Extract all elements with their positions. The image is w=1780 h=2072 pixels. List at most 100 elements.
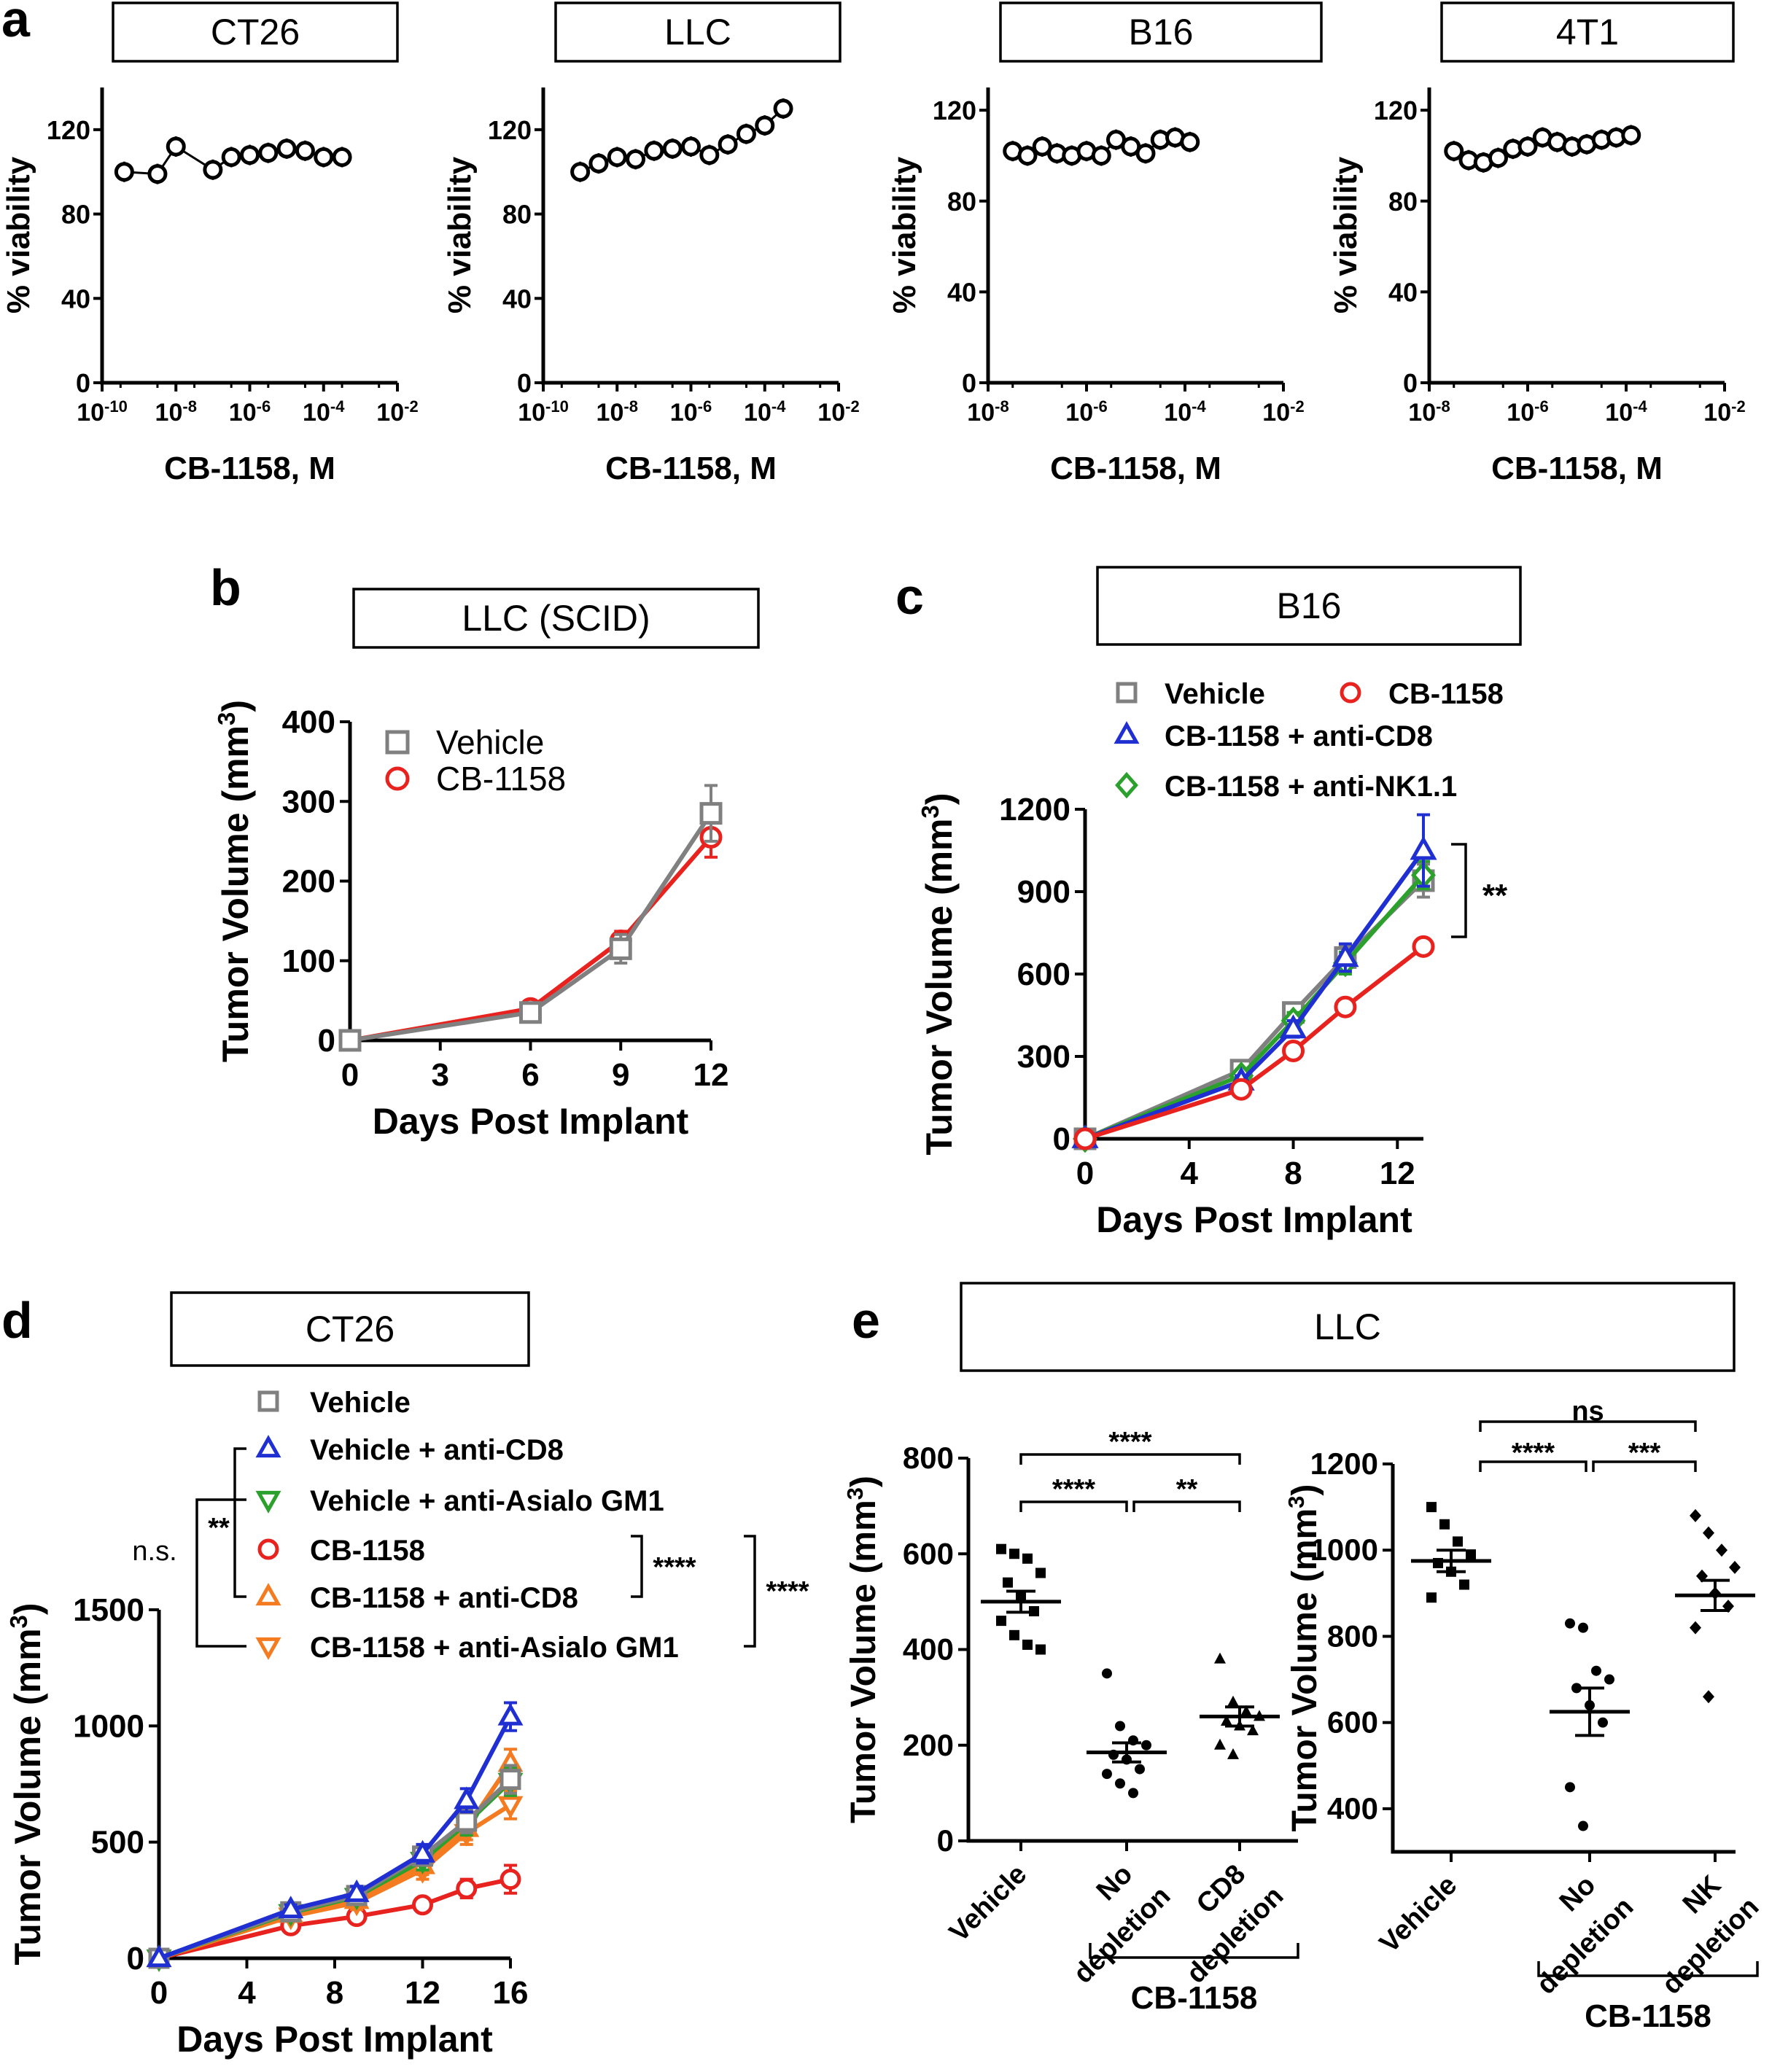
data-point <box>1410 836 1437 860</box>
panel-letter-d: d <box>1 1292 33 1349</box>
chart-c-title: B16 <box>1277 585 1342 626</box>
legend-label: Vehicle <box>436 723 544 761</box>
legend-label: CB-1158 <box>436 760 566 798</box>
y-tick-label: 600 <box>1017 957 1070 992</box>
data-point <box>166 136 186 157</box>
significance-bracket <box>195 1498 246 1648</box>
data-point <box>1621 125 1641 145</box>
chart-a1-title: CT26 <box>211 12 300 52</box>
y-tick-label: 200 <box>282 864 335 900</box>
y-axis-label: % viability <box>1328 156 1364 313</box>
chart-c-box <box>1096 566 1522 646</box>
data-point <box>699 145 720 165</box>
data-point <box>1565 1782 1575 1793</box>
data-point <box>1009 1629 1019 1640</box>
data-point <box>644 141 664 161</box>
data-point <box>1091 145 1111 165</box>
x-tick-label: 8 <box>326 1975 343 2011</box>
significance-label: **** <box>653 1552 696 1583</box>
significance-bracket <box>1132 1500 1241 1512</box>
y-tick-label: 120 <box>488 115 532 145</box>
data-point <box>500 1769 521 1791</box>
chart-a4-title: 4T1 <box>1556 12 1619 52</box>
x-tick-label: 10-8 <box>155 397 197 427</box>
y-tick-label: 600 <box>1327 1705 1378 1740</box>
y-tick-label: 80 <box>1388 187 1418 217</box>
data-point <box>1227 1748 1239 1759</box>
series-line <box>349 811 713 1043</box>
y-tick-label: 1500 <box>73 1592 144 1628</box>
data-point <box>996 1616 1006 1627</box>
data-point <box>1135 1764 1145 1775</box>
series-line <box>1084 944 1425 1141</box>
legend-label: CB-1158 + anti-Asialo GM1 <box>310 1632 679 1664</box>
data-point <box>662 139 683 159</box>
y-tick-label: 100 <box>282 943 335 979</box>
data-point <box>412 1894 433 1916</box>
legend-marker <box>255 1490 281 1514</box>
x-tick-label: 12 <box>1380 1156 1415 1191</box>
data-point <box>332 147 352 167</box>
x-tick-label: 10-6 <box>1065 397 1107 427</box>
chart-d-title: CT26 <box>306 1309 395 1349</box>
axes-a1 <box>100 87 397 385</box>
chart-a3-title: B16 <box>1129 12 1194 52</box>
chart-a3-box <box>999 1 1323 63</box>
data-point <box>1214 1738 1226 1750</box>
data-point <box>1180 132 1200 152</box>
data-point <box>1426 1592 1437 1603</box>
data-point <box>1703 1526 1714 1540</box>
x-tick-label: 10-4 <box>1164 397 1206 427</box>
data-point <box>276 139 297 159</box>
x-tick-label: 10-6 <box>670 397 712 427</box>
data-point <box>1009 1549 1019 1559</box>
significance-bracket <box>744 1535 756 1648</box>
data-point <box>203 160 223 180</box>
data-point <box>609 937 632 960</box>
data-point <box>736 124 756 144</box>
data-point <box>1221 1714 1232 1726</box>
data-point <box>1022 1553 1033 1564</box>
x-tick-label: 4 <box>238 1975 256 2011</box>
axes-c <box>1083 809 1423 1141</box>
x-tick-label: 10-4 <box>744 397 786 427</box>
group-label: CB-1158 <box>1131 1980 1258 2016</box>
legend-label: CB-1158 <box>310 1535 425 1567</box>
x-tick-label: 12 <box>693 1057 729 1093</box>
legend-label: Vehicle + anti-Asialo GM1 <box>310 1485 664 1517</box>
data-point <box>1334 995 1357 1019</box>
data-point <box>240 145 260 165</box>
y-tick-label: 0 <box>76 368 90 398</box>
y-tick-label: 80 <box>947 187 976 217</box>
data-point <box>1135 143 1156 163</box>
legend-marker <box>255 1583 281 1606</box>
significance-bracket <box>1479 1420 1697 1432</box>
group-label: CB-1158 <box>1585 1998 1711 2034</box>
legend-marker <box>1115 771 1138 799</box>
x-tick-label: 4 <box>1181 1156 1199 1191</box>
data-point <box>607 147 627 167</box>
data-point <box>996 1543 1006 1554</box>
series-line <box>158 1715 513 1960</box>
data-point <box>1690 1508 1701 1522</box>
x-axis-label: CB-1158, M <box>164 451 335 486</box>
y-axis-label: % viability <box>887 156 922 313</box>
y-tick-label: 80 <box>502 200 532 230</box>
data-point <box>681 136 701 157</box>
panel-letter-b: b <box>210 559 241 616</box>
data-point <box>1517 136 1538 157</box>
x-axis-label: Days Post Implant <box>373 1101 689 1142</box>
data-point <box>626 149 646 169</box>
data-point <box>1459 1579 1469 1590</box>
x-tick-label: 10-4 <box>1605 397 1647 427</box>
data-point <box>410 1839 435 1863</box>
significance-label: ** <box>1482 878 1508 914</box>
y-tick-label: 500 <box>91 1825 144 1861</box>
chart-b-title: LLC (SCID) <box>462 598 650 639</box>
y-tick-label: 0 <box>1403 368 1418 398</box>
significance-label: **** <box>1052 1474 1095 1505</box>
data-point <box>314 147 334 167</box>
